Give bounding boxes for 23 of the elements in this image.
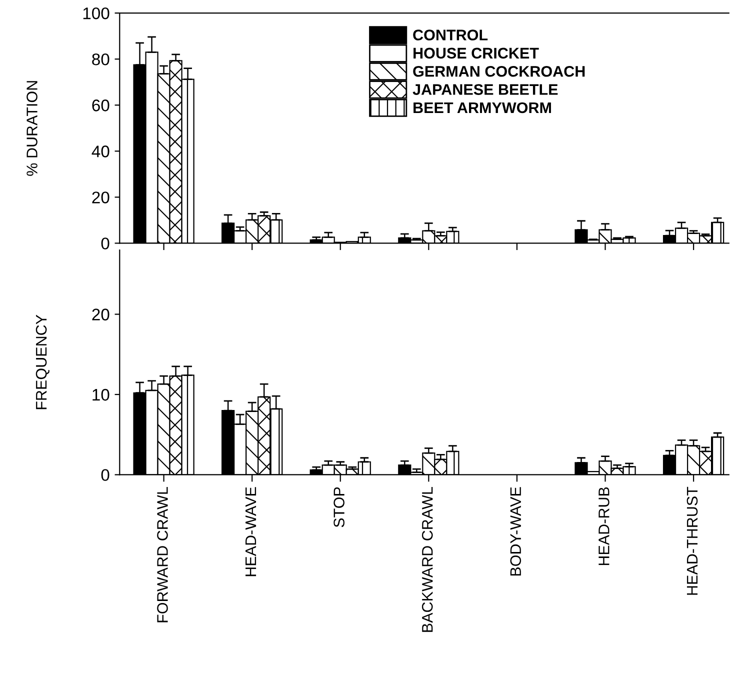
y-axis-title: % DURATION (26, 81, 38, 176)
x-tick-label: HEAD-THRUST (686, 486, 698, 595)
y-tick-label: 40 (92, 146, 110, 158)
legend-label: JAPANESE BEETLE (412, 84, 558, 95)
y-tick-label: 60 (92, 100, 110, 112)
y-tick-label: 20 (92, 192, 110, 204)
legend-label: CONTROL (413, 30, 488, 40)
y-tick-label: 10 (92, 388, 110, 401)
legend-label: HOUSE CRICKET (414, 48, 539, 59)
x-tick-label: BODY-WAVE (510, 487, 522, 576)
y-tick-label: 0 (101, 469, 110, 481)
legend-label: BEET ARMYWORM (414, 102, 551, 114)
x-tick-label: FORWARD CRAWL (157, 487, 168, 622)
legend-label: GERMAN COCKROACH (413, 66, 585, 77)
y-tick-label: 20 (92, 308, 110, 320)
y-tick-label: 80 (92, 53, 110, 66)
x-tick-label: STOP (334, 487, 344, 528)
x-tick-label: HEAD-RUB (598, 487, 610, 566)
y-tick-label: 100 (83, 7, 110, 20)
x-tick-label: BACKWARD CRAWL (422, 487, 433, 632)
y-tick-label: 0 (101, 238, 110, 250)
y-axis-title: FREQUENCY (36, 314, 50, 410)
x-tick-label: HEAD-WAVE (246, 487, 256, 576)
